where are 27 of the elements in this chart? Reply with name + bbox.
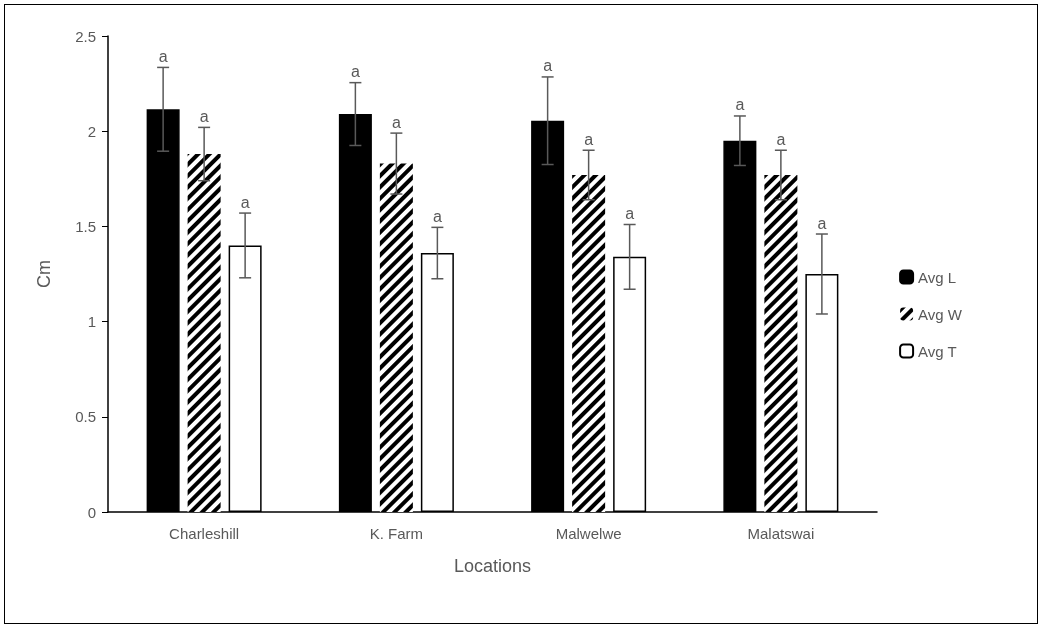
data-label: a [817,214,827,232]
data-label: a [199,107,209,125]
y-tick-label: 1 [87,313,96,331]
y-tick-label: 0 [87,503,96,521]
y-tick-label: 1.5 [75,217,96,235]
data-label: a [240,193,250,211]
legend-label: Avg W [918,305,963,323]
data-label: a [350,63,360,81]
data-label: a [776,130,786,148]
y-axis-title: Cm [34,260,54,288]
data-label: a [158,47,168,65]
legend-label: Avg T [918,342,957,360]
y-tick-label: 2.5 [75,27,96,45]
data-label: a [391,113,401,131]
x-tick-label: Charleshill [169,525,240,542]
data-label: a [625,205,635,222]
data-label: a [584,130,594,148]
x-tick-label: Malwelwe [555,525,622,542]
x-tick-label: K. Farm [369,525,424,542]
y-tick-label: 2 [87,122,96,140]
y-tick-label: 0.5 [75,408,96,426]
x-tick-label: Malatswai [747,525,815,542]
data-label: a [543,57,553,75]
data-label: a [735,96,745,114]
x-axis-title: Locations [453,556,532,576]
data-label: a [432,207,442,225]
legend-label: Avg L [918,268,957,286]
